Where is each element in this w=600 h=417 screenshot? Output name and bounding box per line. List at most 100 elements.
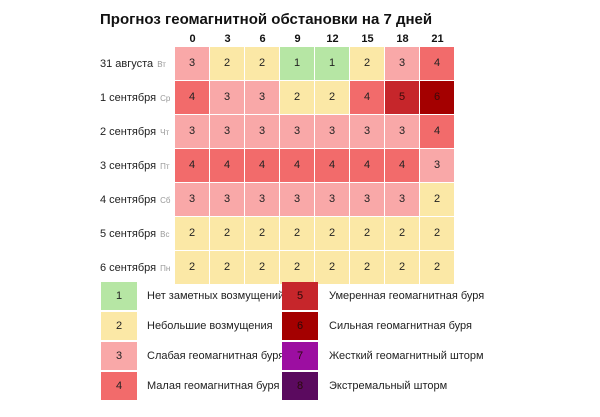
forecast-cell: 2: [350, 217, 384, 250]
forecast-cell: 3: [280, 183, 314, 216]
legend-label: Нет заметных возмущений: [147, 290, 285, 302]
forecast-cell: 2: [315, 81, 349, 114]
forecast-cell: 2: [350, 47, 384, 80]
forecast-cell: 2: [245, 47, 279, 80]
legend-label: Умеренная геомагнитная буря: [329, 290, 485, 302]
forecast-cell: 2: [420, 251, 454, 284]
legend-label: Слабая геомагнитная буря: [147, 350, 285, 362]
forecast-cell: 3: [350, 183, 384, 216]
forecast-cell: 3: [315, 115, 349, 148]
day-date: 1 сентября: [100, 92, 157, 104]
day-date: 3 сентября: [100, 160, 157, 172]
day-of-week: Чт: [160, 128, 170, 137]
forecast-cell: 2: [245, 217, 279, 250]
forecast-cell: 3: [315, 183, 349, 216]
forecast-cell: 3: [245, 183, 279, 216]
day-label: 4 сентября Сб: [100, 183, 170, 217]
legend-swatch: 8: [282, 372, 318, 400]
legend-label: Малая геомагнитная буря: [147, 380, 280, 392]
forecast-cell: 2: [210, 47, 244, 80]
hour-header: 18: [396, 33, 409, 45]
forecast-cell: 3: [210, 81, 244, 114]
day-label: 5 сентября Вс: [100, 217, 169, 251]
forecast-cell: 2: [420, 217, 454, 250]
forecast-cell: 2: [245, 251, 279, 284]
forecast-cell: 3: [350, 115, 384, 148]
forecast-cell: 3: [280, 115, 314, 148]
forecast-cell: 4: [210, 149, 244, 182]
day-date: 6 сентября: [100, 262, 157, 274]
forecast-cell: 4: [315, 149, 349, 182]
hour-header: 3: [224, 33, 231, 45]
forecast-cell: 4: [280, 149, 314, 182]
forecast-cell: 2: [210, 251, 244, 284]
forecast-cell: 4: [245, 149, 279, 182]
hour-header: 12: [326, 33, 339, 45]
hour-header: 0: [189, 33, 196, 45]
day-label: 1 сентября Ср: [100, 81, 170, 115]
legend-swatch: 6: [282, 312, 318, 340]
day-date: 5 сентября: [100, 228, 157, 240]
forecast-cell: 3: [210, 183, 244, 216]
forecast-cell: 2: [280, 81, 314, 114]
forecast-cell: 3: [385, 115, 419, 148]
legend-swatch: 7: [282, 342, 318, 370]
forecast-cell: 1: [280, 47, 314, 80]
forecast-cell: 4: [350, 81, 384, 114]
day-date: 4 сентября: [100, 194, 157, 206]
legend-label: Экстремальный шторм: [329, 380, 448, 392]
forecast-cell: 2: [175, 251, 209, 284]
hour-header: 6: [259, 33, 266, 45]
day-date: 2 сентября: [100, 126, 157, 138]
legend-swatch: 2: [101, 312, 137, 340]
forecast-cell: 2: [420, 183, 454, 216]
day-label: 31 августа Вт: [100, 47, 166, 81]
legend-swatch: 5: [282, 282, 318, 310]
day-label: 3 сентября Пт: [100, 149, 170, 183]
forecast-cell: 3: [385, 183, 419, 216]
day-of-week: Вт: [157, 60, 166, 69]
forecast-cell: 3: [385, 47, 419, 80]
forecast-cell: 4: [420, 47, 454, 80]
legend-label: Сильная геомагнитная буря: [329, 320, 472, 332]
forecast-cell: 4: [350, 149, 384, 182]
forecast-cell: 2: [350, 251, 384, 284]
hour-header: 21: [431, 33, 444, 45]
day-label: 2 сентября Чт: [100, 115, 169, 149]
forecast-cell: 2: [385, 217, 419, 250]
day-of-week: Сб: [160, 196, 171, 205]
day-label: 6 сентября Пн: [100, 251, 170, 285]
legend-label: Небольшие возмущения: [147, 320, 273, 332]
forecast-cell: 3: [210, 115, 244, 148]
forecast-cell: 3: [175, 183, 209, 216]
legend-swatch: 1: [101, 282, 137, 310]
day-of-week: Ср: [160, 94, 171, 103]
forecast-cell: 2: [280, 251, 314, 284]
forecast-cell: 2: [210, 217, 244, 250]
forecast-cell: 4: [420, 115, 454, 148]
day-of-week: Вс: [160, 230, 170, 239]
forecast-cell: 4: [175, 149, 209, 182]
forecast-cell: 2: [175, 217, 209, 250]
forecast-cell: 5: [385, 81, 419, 114]
hour-header: 15: [361, 33, 374, 45]
forecast-cell: 1: [315, 47, 349, 80]
legend-label: Жесткий геомагнитный шторм: [329, 350, 484, 362]
forecast-cell: 2: [280, 217, 314, 250]
page-title: Прогноз геомагнитной обстановки на 7 дне…: [100, 11, 433, 28]
forecast-cell: 3: [175, 115, 209, 148]
forecast-cell: 2: [315, 217, 349, 250]
forecast-cell: 6: [420, 81, 454, 114]
forecast-cell: 3: [245, 81, 279, 114]
day-of-week: Пн: [160, 264, 171, 273]
day-of-week: Пт: [160, 162, 170, 171]
forecast-cell: 4: [175, 81, 209, 114]
forecast-cell: 3: [175, 47, 209, 80]
hour-header: 9: [294, 33, 301, 45]
forecast-cell: 3: [420, 149, 454, 182]
forecast-cell: 2: [385, 251, 419, 284]
legend-swatch: 4: [101, 372, 137, 400]
forecast-cell: 4: [385, 149, 419, 182]
legend-swatch: 3: [101, 342, 137, 370]
forecast-cell: 3: [245, 115, 279, 148]
